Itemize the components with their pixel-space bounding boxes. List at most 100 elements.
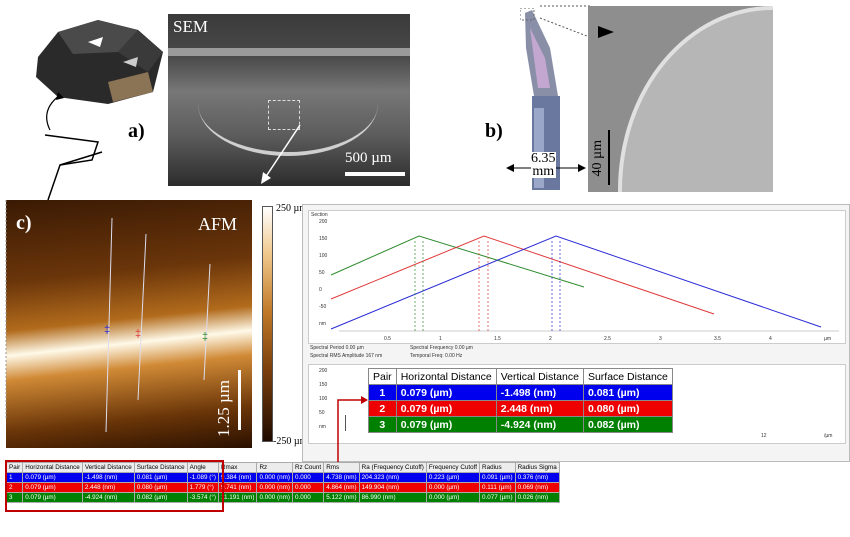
tool-schematic-a	[44, 92, 103, 200]
sem-arrow	[261, 124, 301, 184]
callout-cell: 2.448 (nm)	[495, 400, 584, 417]
section-x-tick: 2	[549, 336, 552, 342]
afm-label: AFM	[198, 214, 238, 234]
spectrum-y-tick: 100	[319, 396, 328, 402]
highlight-box	[5, 460, 224, 512]
results-cell: 4.738 (nm)	[323, 472, 360, 483]
spectrum-peak	[345, 415, 346, 431]
height-colorbar	[262, 206, 273, 442]
tool-zoom-lines	[539, 5, 593, 39]
results-cell: 0.077 (µm)	[479, 492, 516, 503]
blade-scale-bar	[608, 130, 610, 185]
results-cell: 9.384 (nm)	[217, 472, 258, 483]
results-cell: 11.191 (nm)	[217, 492, 258, 503]
results-cell: 0.069 (nm)	[514, 482, 560, 493]
callout-row: 1 0.079 (µm) -1.498 (nm) 0.081 (µm)	[368, 384, 673, 401]
results-cell: 0.111 (µm)	[479, 482, 516, 493]
section-x-tick: 1.5	[494, 336, 501, 342]
results-cell: 149.904 (nm)	[358, 482, 427, 493]
callout-cell: -1.498 (nm)	[495, 384, 584, 401]
section-y-tick: 150	[319, 236, 328, 242]
sem-zoom-box	[268, 100, 300, 130]
results-row: 3 0.079 (µm) -4.924 (nm) 0.082 (µm) -3.574 (…	[5, 492, 560, 503]
sem-image	[168, 14, 410, 186]
results-cell: 0.091 (µm)	[479, 472, 516, 483]
callout-cell: 0.079 (µm)	[395, 416, 497, 433]
section-x-tick: 3.5	[714, 336, 721, 342]
blade-sem-image	[588, 6, 773, 192]
results-header-cell: Rms	[323, 462, 360, 473]
info-spectral-rms: Spectral RMS Amplitude 167 nm	[310, 353, 383, 359]
results-header-cell: Frequency Cutoff	[425, 462, 481, 473]
tool-dimension: 6.35 mm	[531, 151, 556, 179]
callout-connector	[222, 396, 368, 465]
results-header-cell: Radius	[479, 462, 516, 473]
afm-image	[6, 200, 252, 448]
section-x-tick: 3	[659, 336, 662, 342]
sem-edge	[198, 52, 378, 156]
info-spectral-frequency: Spectral Frequency 0.00 µm	[410, 345, 473, 351]
tool-dimension-value: 6.35	[531, 151, 556, 166]
results-cell: 0.000 (nm)	[256, 482, 293, 493]
results-row: 1 0.079 (µm) -1.498 (nm) 0.081 (µm) -1.089 (…	[5, 472, 560, 483]
series-blue-profile	[330, 235, 822, 330]
results-cell: 0.000 (nm)	[256, 492, 293, 503]
svg-text:‡: ‡	[135, 328, 141, 340]
svg-text:‡: ‡	[104, 324, 110, 336]
sem-label: SEM	[173, 17, 208, 36]
blade-scale-text: 40 µm	[590, 140, 605, 177]
section-x-tick: 0.5	[384, 336, 391, 342]
callout-header-row: Pair Horizontal Distance Vertical Distance…	[368, 368, 673, 385]
spectrum-x-tick: 12	[761, 433, 767, 439]
results-cell: 204.323 (nm)	[358, 472, 427, 483]
results-cell: 3	[5, 492, 24, 503]
spectrum-x-unit: /µm	[824, 433, 833, 439]
results-cell: 86.990 (nm)	[358, 492, 427, 503]
series-green-profile	[330, 235, 585, 288]
section-title: Section	[311, 212, 328, 218]
section-x-tick: 4	[769, 336, 772, 342]
blade-arrow	[598, 26, 614, 38]
panel-a-label: a)	[128, 120, 145, 142]
afm-profile-lines: ‡ ‡ ‡	[104, 217, 211, 433]
results-header-cell: Rmax	[217, 462, 258, 473]
callout-cell: 0.079 (µm)	[395, 384, 497, 401]
callout-cell: 0.082 (µm)	[582, 416, 673, 433]
section-x-tick: 1	[439, 336, 442, 342]
afm-scale-bar	[238, 370, 241, 430]
callout-header-cell: Surface Distance	[582, 368, 673, 385]
spectrum-y-tick: nm	[319, 424, 326, 430]
results-header-cell: Radius Sigma	[514, 462, 560, 473]
section-y-ticks: 200 150 100 50 0 -50 nm	[319, 219, 328, 327]
callout-cell: 1	[368, 384, 397, 401]
sem-scale-bar	[345, 172, 405, 176]
results-cell: 4.864 (nm)	[323, 482, 360, 493]
colorbar-top-label: 250 µm	[276, 203, 308, 214]
spectrum-y-tick: 50	[319, 410, 325, 416]
callout-cell: 0.079 (µm)	[395, 400, 497, 417]
results-cell: 0.376 (nm)	[514, 472, 560, 483]
results-cell: 9.741 (nm)	[217, 482, 258, 493]
afm-dashed-border	[5, 200, 7, 420]
results-cell: 0.000 (µm)	[425, 492, 481, 503]
section-y-tick: 100	[319, 253, 328, 259]
info-temporal-freq: Temporal Freq: 0.00 Hz	[410, 353, 463, 359]
section-x-tick: 2.5	[604, 336, 611, 342]
results-cell: 5.122 (nm)	[323, 492, 360, 503]
callout-row: 3 0.079 (µm) -4.924 (nm) 0.082 (µm)	[368, 416, 673, 433]
results-cell: 0.000	[291, 472, 325, 483]
callout-header-cell: Pair	[368, 368, 397, 385]
results-cell: 0.000	[291, 492, 325, 503]
callout-cell: 2	[368, 400, 397, 417]
panel-c-label: c)	[16, 212, 32, 234]
results-cell: 0.000 (nm)	[256, 472, 293, 483]
results-header-cell: Rz	[256, 462, 293, 473]
results-header-cell: Rz Count	[291, 462, 325, 473]
section-y-tick: nm	[319, 321, 326, 327]
blade-edge	[618, 6, 773, 192]
callout-header-cell: Horizontal Distance	[395, 368, 497, 385]
section-y-tick: 0	[319, 287, 322, 293]
results-cell: 0.000	[291, 482, 325, 493]
section-x-ticks: 0.5 1 1.5 2 2.5 3 3.5 4 µm	[384, 336, 831, 342]
results-cell: 0.000 (µm)	[425, 482, 481, 493]
